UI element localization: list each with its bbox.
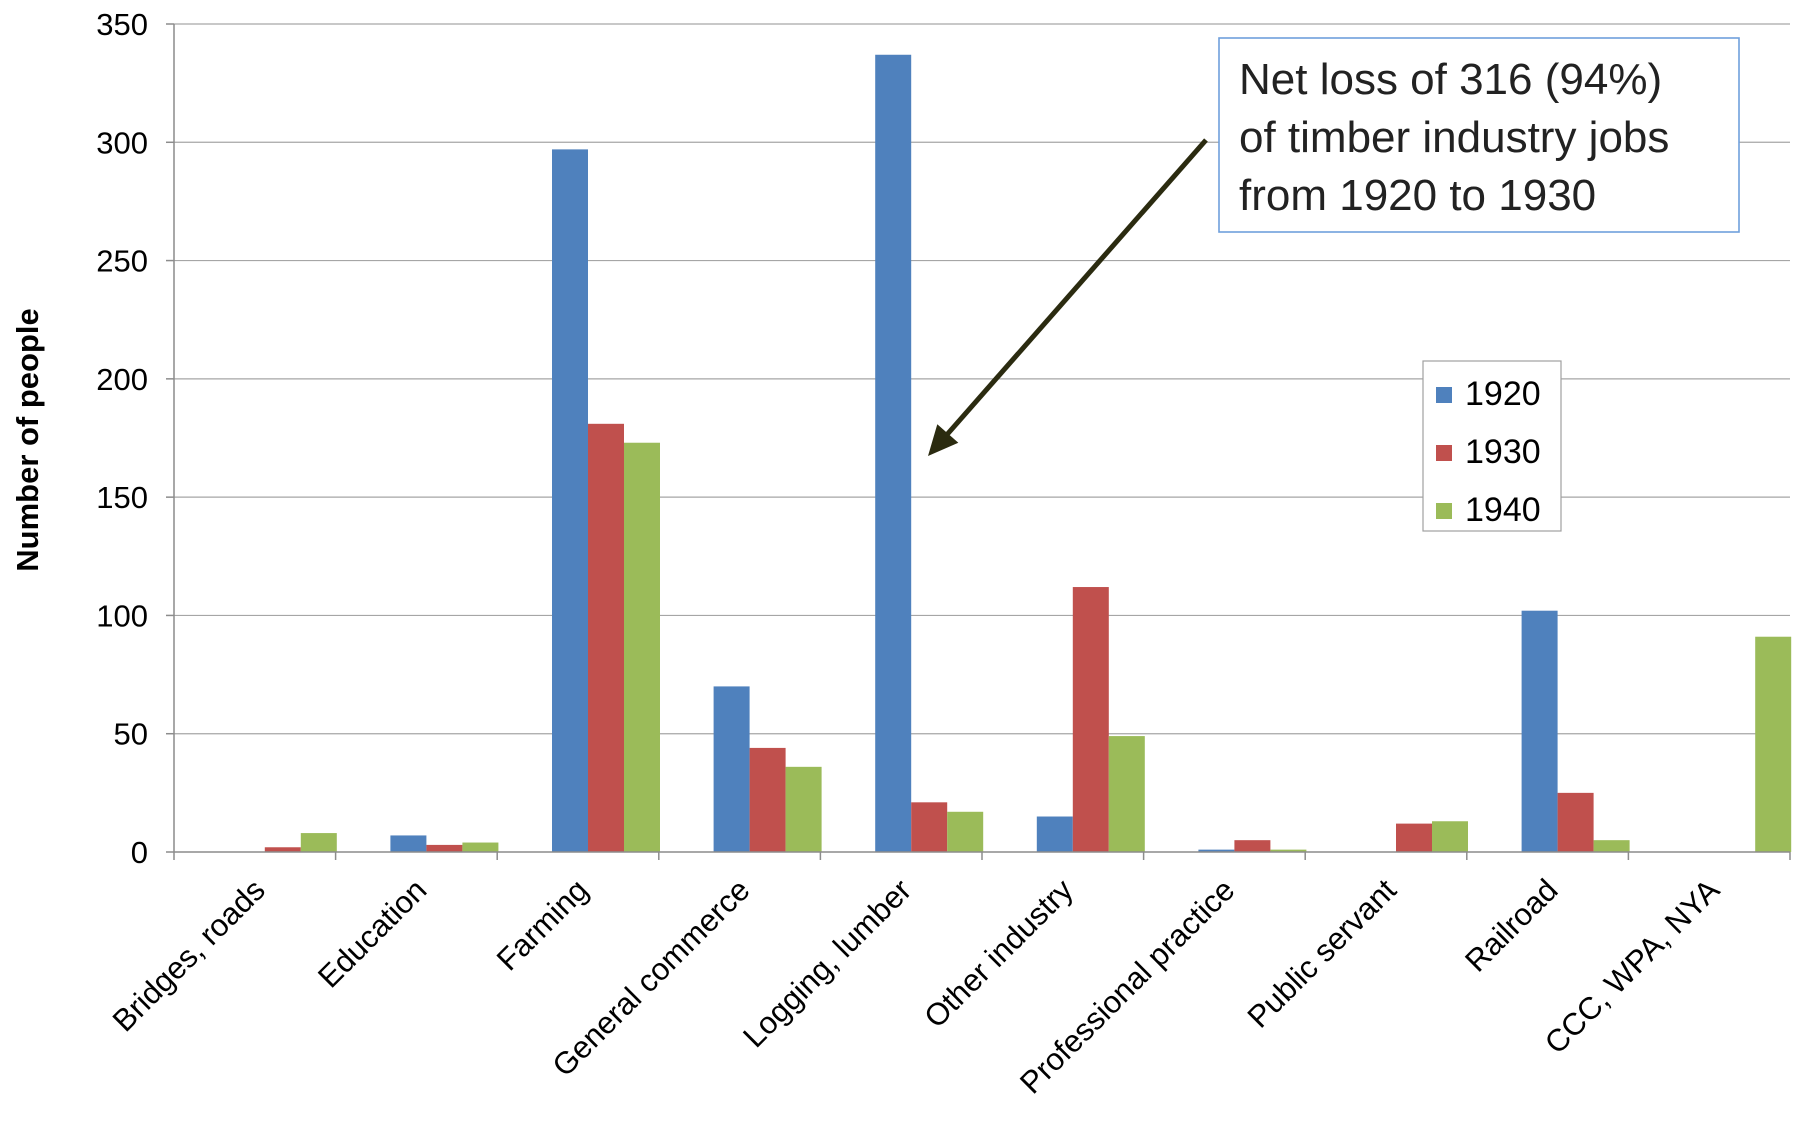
legend-label-1930: 1930	[1465, 433, 1541, 471]
axes	[166, 23, 1791, 860]
y-tick-label: 100	[96, 598, 148, 633]
x-category-label: Public servant	[1241, 872, 1404, 1035]
y-axis-title: Number of people	[10, 308, 45, 572]
annotation-arrow-shaft	[942, 138, 1208, 440]
legend-swatch-1930	[1436, 445, 1452, 461]
legend: 1920 1930 1940	[1422, 360, 1562, 532]
annotation-text-line: from 1920 to 1930	[1239, 171, 1596, 220]
bar-1930	[264, 847, 301, 852]
bar-1920	[1036, 816, 1073, 852]
y-tick-label: 300	[96, 125, 148, 160]
x-category-label: Railroad	[1458, 872, 1564, 978]
legend-swatch-1940	[1436, 503, 1452, 519]
x-category-label: Education	[311, 872, 433, 994]
y-tick-labels: 0 50 100 150 200 250 300 350	[96, 7, 148, 870]
x-category-label: Logging, lumber	[736, 872, 918, 1054]
annotation: Net loss of 316 (94%) of timber industry …	[928, 37, 1740, 456]
annotation-text-line: Net loss of 316 (94%)	[1239, 55, 1662, 104]
legend-label-1940: 1940	[1465, 491, 1541, 529]
bar-1920	[1198, 849, 1235, 852]
bar-1930	[1234, 840, 1271, 852]
bar-1920	[713, 686, 750, 852]
bar-1940	[1270, 849, 1307, 852]
legend-label-1920: 1920	[1465, 375, 1541, 413]
bar-1930	[1557, 792, 1594, 852]
bar-1940	[947, 811, 984, 852]
bar-1940	[1432, 821, 1468, 852]
bar-1940	[1108, 736, 1145, 852]
bar-1930	[1396, 823, 1432, 852]
bar-1940	[785, 766, 822, 852]
x-category-label: Farming	[490, 872, 595, 977]
y-tick-label: 150	[96, 480, 148, 515]
bar-1940	[300, 833, 337, 852]
legend-swatch-1920	[1436, 387, 1452, 403]
bar-1930	[426, 844, 463, 852]
bar-1930	[1072, 587, 1109, 852]
bar-1920	[875, 54, 912, 853]
annotation-arrow-head	[928, 424, 959, 456]
gridlines	[174, 23, 1790, 735]
x-category-label: CCC, WPA, NYA	[1538, 872, 1727, 1061]
bar-1940	[1593, 840, 1630, 852]
x-category-label: Other industry	[917, 872, 1080, 1035]
annotation-text-line: of timber industry jobs	[1239, 113, 1669, 162]
y-tick-label: 200	[96, 362, 148, 397]
bar-1920	[552, 149, 588, 852]
y-tick-label: 0	[131, 835, 148, 870]
annotation-box	[1218, 37, 1740, 233]
bar-1920	[1521, 610, 1558, 852]
y-tick-label: 350	[96, 7, 148, 42]
bar-1940	[624, 442, 660, 852]
bar-1930	[911, 802, 948, 852]
x-category-label: Bridges, roads	[106, 872, 272, 1038]
bars	[264, 54, 1792, 853]
bar-1940	[462, 842, 499, 852]
y-tick-label: 50	[114, 717, 148, 752]
y-tick-label: 250	[96, 244, 148, 279]
bar-1920	[390, 835, 427, 852]
bar-1930	[588, 423, 624, 852]
bar-1940	[1755, 636, 1792, 852]
bar-1930	[749, 747, 786, 852]
